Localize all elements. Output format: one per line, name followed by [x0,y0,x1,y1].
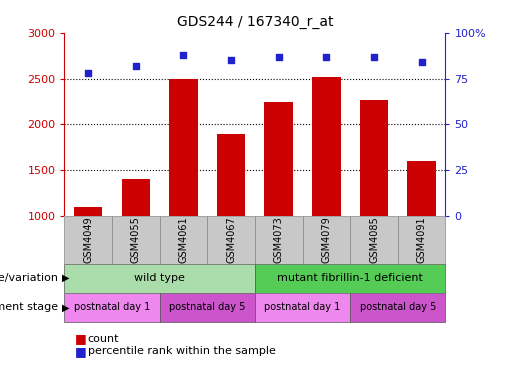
Text: count: count [88,333,119,344]
Text: postnatal day 5: postnatal day 5 [359,302,436,313]
Bar [312,77,341,307]
Point [418,59,426,65]
Point [227,57,235,63]
Text: GSM4067: GSM4067 [226,216,236,263]
Point [370,54,378,60]
Text: postnatal day 5: postnatal day 5 [169,302,246,313]
Bar [64,293,160,322]
Point [84,70,92,76]
Bar [160,293,255,322]
Bar [255,264,445,293]
Bar [407,161,436,307]
Text: GSM4073: GSM4073 [274,216,284,263]
Bar [359,100,388,307]
Point [132,63,140,69]
Bar [169,79,198,307]
Bar [303,216,350,264]
Text: postnatal day 1: postnatal day 1 [74,302,150,313]
Text: postnatal day 1: postnatal day 1 [264,302,341,313]
Bar [122,179,150,307]
Text: ▶: ▶ [62,302,70,313]
Bar [160,216,207,264]
Title: GDS244 / 167340_r_at: GDS244 / 167340_r_at [177,15,333,29]
Bar [74,207,102,307]
Point [179,52,187,58]
Text: development stage: development stage [0,302,62,313]
Text: GSM4085: GSM4085 [369,216,379,263]
Bar [350,293,445,322]
Text: GSM4055: GSM4055 [131,216,141,263]
Point [322,54,331,60]
Bar [350,216,398,264]
Bar [64,216,112,264]
Bar [255,293,350,322]
Bar [217,134,245,307]
Text: percentile rank within the sample: percentile rank within the sample [88,346,276,356]
Text: GSM4061: GSM4061 [179,216,188,263]
Bar [64,264,255,293]
Text: GSM4079: GSM4079 [321,216,331,263]
Text: wild type: wild type [134,273,185,283]
Text: ■: ■ [75,345,87,358]
Bar [112,216,160,264]
Bar [265,101,293,307]
Text: ▶: ▶ [62,273,70,283]
Bar [255,216,303,264]
Text: genotype/variation: genotype/variation [0,273,62,283]
Text: mutant fibrillin-1 deficient: mutant fibrillin-1 deficient [277,273,423,283]
Bar [207,216,255,264]
Text: GSM4091: GSM4091 [417,216,426,263]
Text: GSM4049: GSM4049 [83,216,93,263]
Text: ■: ■ [75,332,87,345]
Bar [398,216,445,264]
Point [274,54,283,60]
